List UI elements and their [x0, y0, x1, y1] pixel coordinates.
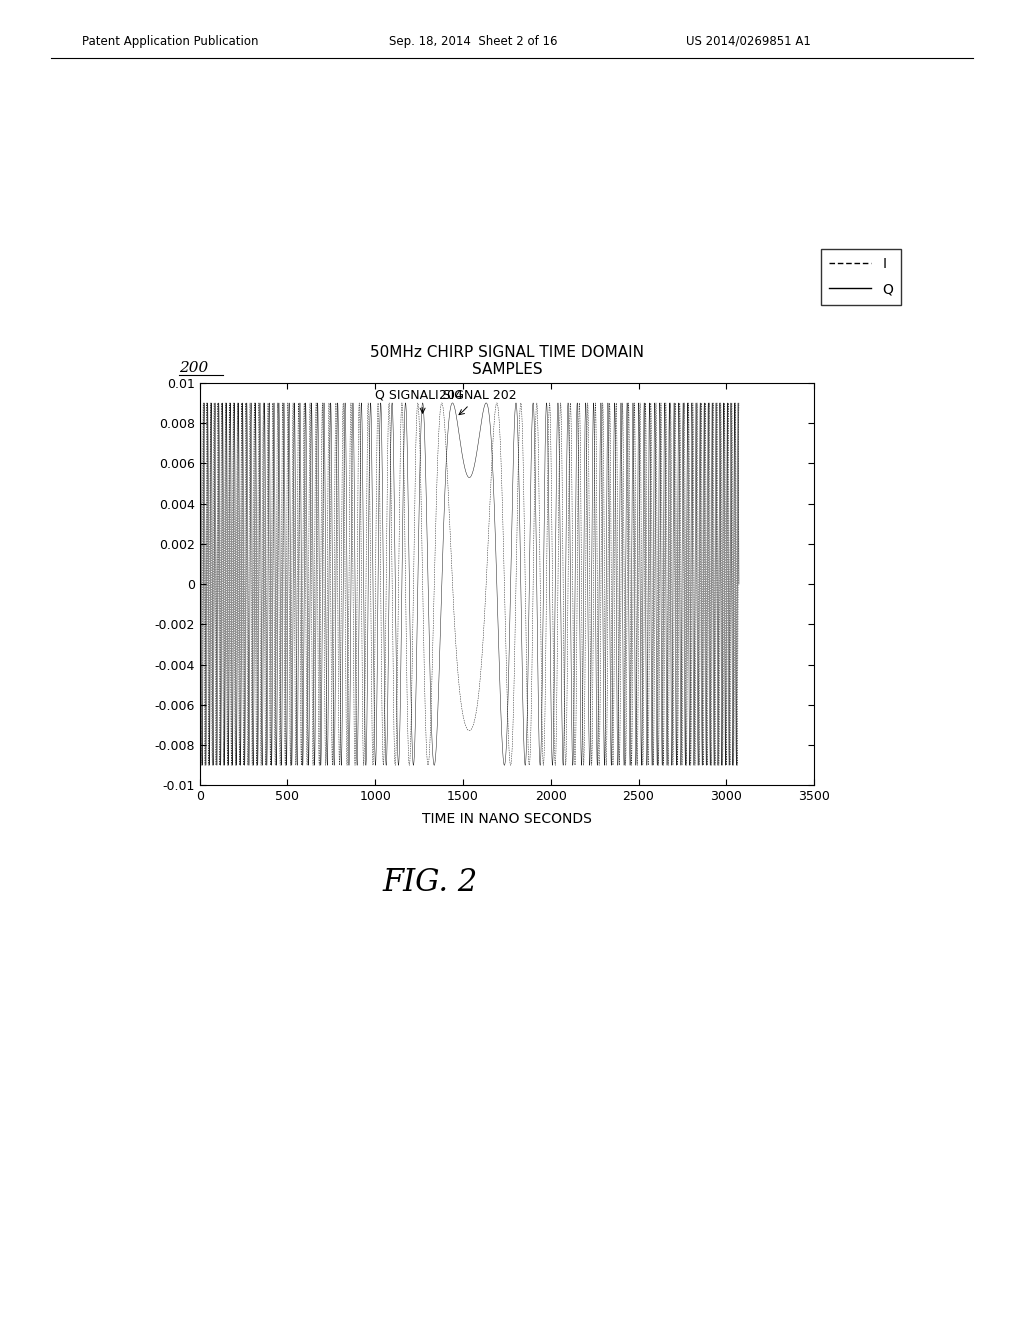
Text: Sep. 18, 2014  Sheet 2 of 16: Sep. 18, 2014 Sheet 2 of 16: [389, 34, 558, 48]
Legend: I, Q: I, Q: [821, 249, 901, 305]
Text: Patent Application Publication: Patent Application Publication: [82, 34, 258, 48]
Text: US 2014/0269851 A1: US 2014/0269851 A1: [686, 34, 811, 48]
Text: FIG. 2: FIG. 2: [382, 867, 478, 898]
Title: 50MHz CHIRP SIGNAL TIME DOMAIN
SAMPLES: 50MHz CHIRP SIGNAL TIME DOMAIN SAMPLES: [370, 345, 644, 378]
Text: Q SIGNAL 204: Q SIGNAL 204: [375, 389, 463, 413]
X-axis label: TIME IN NANO SECONDS: TIME IN NANO SECONDS: [422, 812, 592, 825]
Text: I SIGNAL 202: I SIGNAL 202: [435, 389, 516, 414]
Text: 200: 200: [179, 362, 209, 375]
